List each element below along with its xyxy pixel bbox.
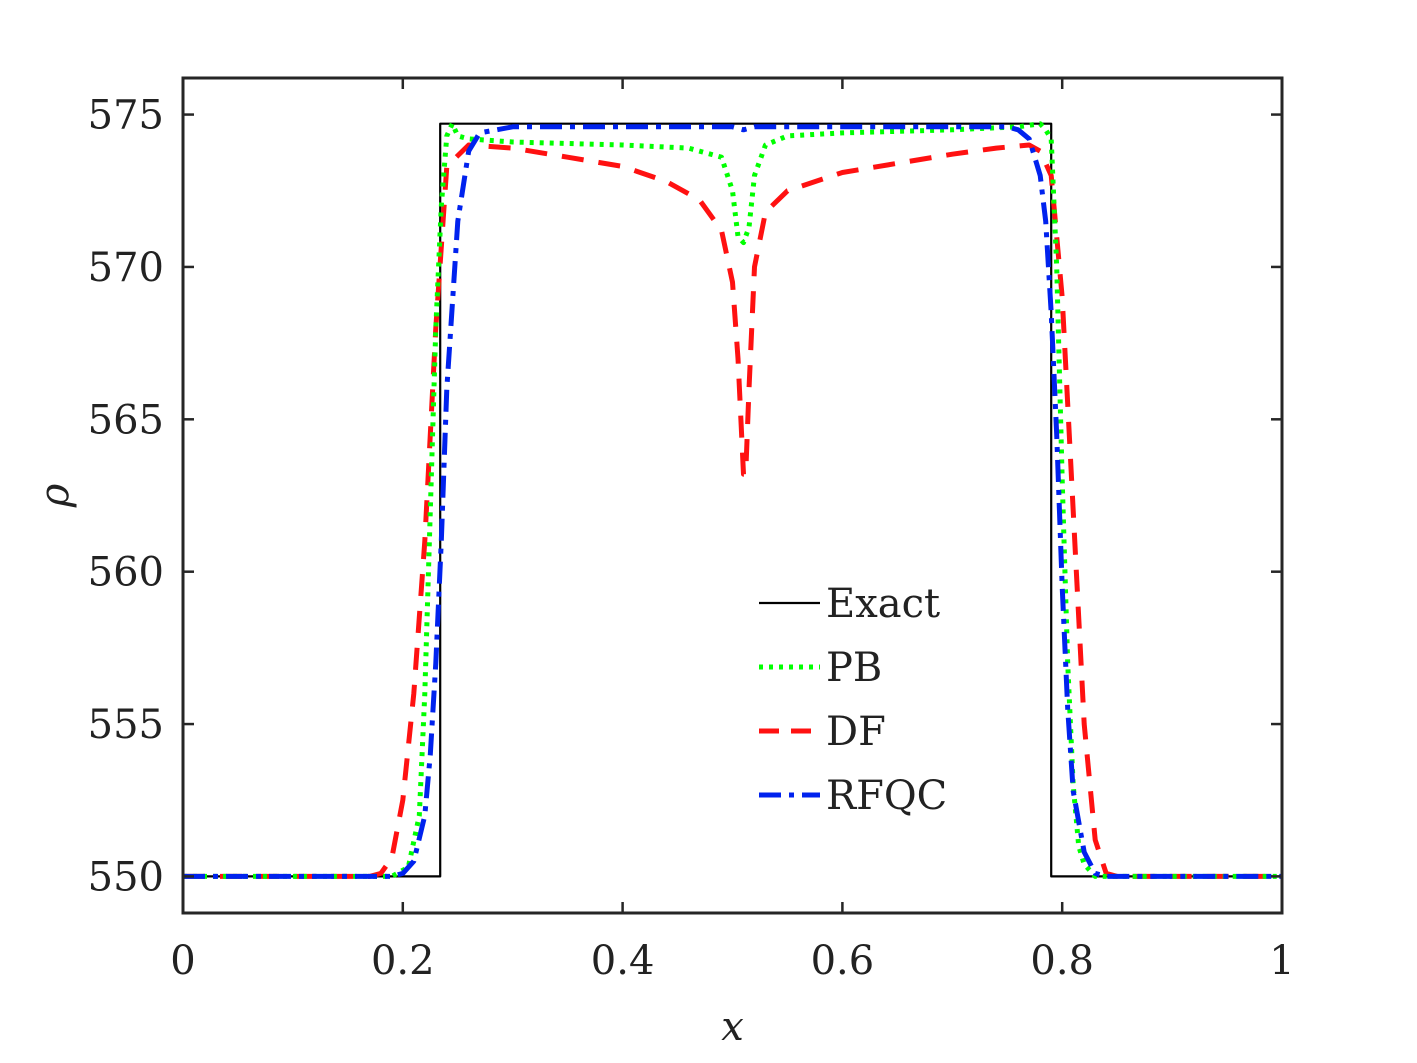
y-tick-label: 555 <box>88 702 164 748</box>
y-tick-label: 570 <box>88 245 164 291</box>
legend-rfqc-label: RFQC <box>826 773 947 819</box>
series-exact-line <box>183 122 1282 878</box>
y-axis-title: ρ <box>32 483 78 508</box>
y-tick-label: 550 <box>88 854 164 900</box>
y-tick-label: 560 <box>88 550 164 596</box>
x-tick-label: 0.8 <box>1030 938 1094 984</box>
y-tick-label: 565 <box>88 397 164 443</box>
x-tick-label: 1 <box>1269 938 1294 984</box>
axis-ticks: 0 0.2 0.4 0.6 0.8 1 550 555 560 565 570 575 <box>88 78 1295 984</box>
plot-frame <box>181 76 1284 915</box>
y-tick-label: 575 <box>88 93 164 139</box>
legend-pb-label: PB <box>826 645 882 691</box>
x-tick-label: 0.2 <box>371 938 435 984</box>
series-df-line <box>183 142 1282 879</box>
series-layer <box>183 121 1282 879</box>
x-tick-label: 0 <box>170 938 195 984</box>
series-pb-line <box>183 121 1282 879</box>
series-rfqc-line <box>183 124 1282 879</box>
x-axis-title: x <box>721 1004 744 1050</box>
x-tick-label: 0.6 <box>811 938 875 984</box>
legend: Exact PB DF RFQC <box>759 581 947 819</box>
legend-df-label: DF <box>826 709 886 755</box>
legend-exact-label: Exact <box>826 581 940 627</box>
x-tick-label: 0.4 <box>591 938 655 984</box>
